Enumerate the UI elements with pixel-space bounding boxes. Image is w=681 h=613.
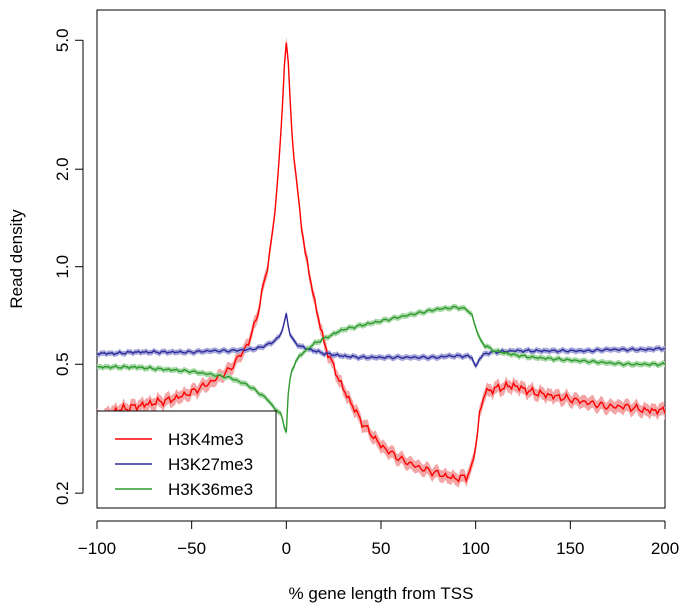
y-tick-label: 5.0: [53, 28, 72, 52]
y-tick-label: 1.0: [53, 255, 72, 279]
x-axis: −100 −50 0 50 100 150 200: [78, 520, 679, 558]
x-tick-label: −100: [78, 539, 116, 558]
x-tick-label: −50: [177, 539, 206, 558]
x-tick-label: 200: [651, 539, 679, 558]
y-tick-label: 0.5: [53, 352, 72, 376]
y-axis-label: Read density: [7, 209, 26, 309]
x-axis-label: % gene length from TSS: [289, 584, 474, 603]
series-lines: [96, 42, 666, 484]
line-h3k36me3: [96, 305, 666, 433]
plot-frame: [96, 9, 666, 509]
y-axis: 0.2 0.5 1.0 2.0 5.0: [53, 28, 84, 505]
legend-box: [96, 410, 277, 509]
y-tick-label: 0.2: [53, 481, 72, 505]
y-tick-label: 2.0: [53, 157, 72, 181]
line-h3k4me3: [96, 42, 666, 484]
x-tick-label: 100: [461, 539, 489, 558]
legend-label: H3K36me3: [168, 480, 253, 499]
legend: H3K4me3 H3K27me3 H3K36me3: [96, 410, 277, 509]
legend-label: H3K27me3: [168, 455, 253, 474]
x-tick-label: 0: [282, 539, 291, 558]
x-tick-label: 150: [556, 539, 584, 558]
uncertainty-bands: [97, 36, 665, 488]
legend-label: H3K4me3: [168, 430, 244, 449]
line-h3k27me3: [96, 313, 666, 368]
x-tick-label: 50: [372, 539, 391, 558]
